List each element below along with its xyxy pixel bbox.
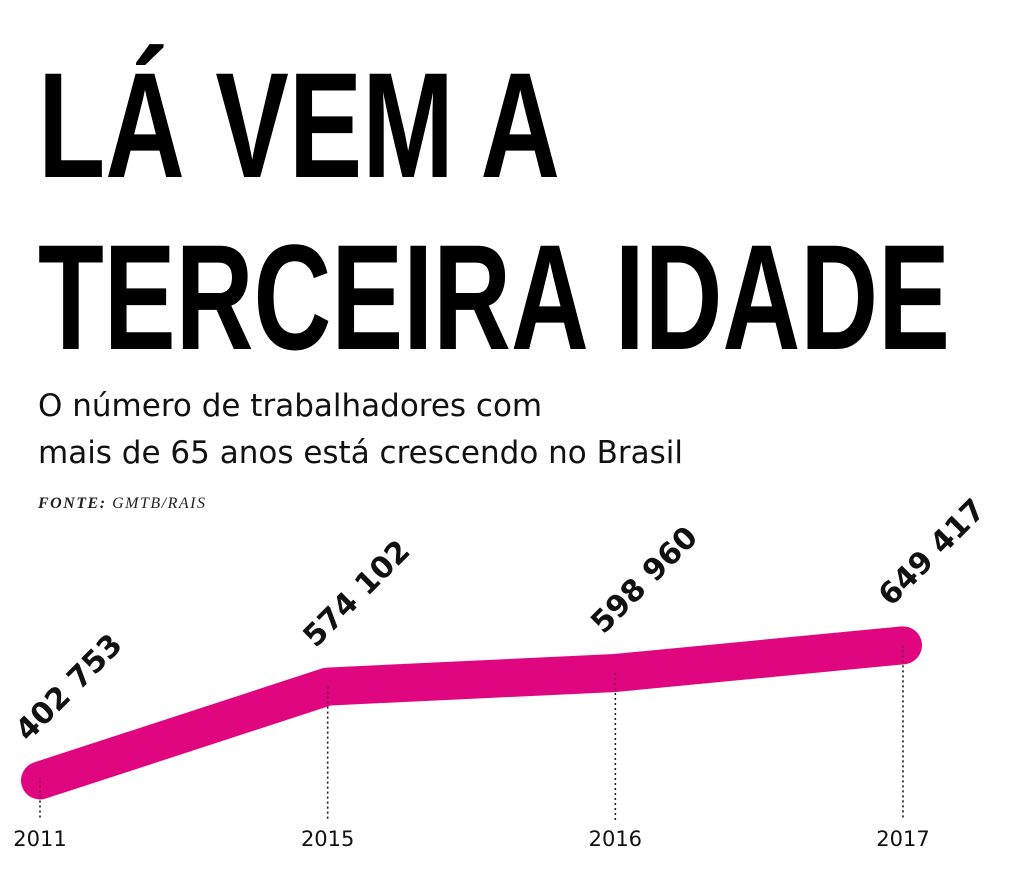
line [21,626,922,800]
subtitle: mais de 65 anos está crescendo no Brasil [38,435,683,471]
source-text: GMTB/RAIS [112,495,206,512]
source-label: FONTE: [37,495,107,512]
chart-title: TERCEIRA IDADE [38,213,950,381]
subtitle: O número de trabalhadores com [38,388,542,424]
value-label: 649 417 [872,492,993,613]
source: FONTE: GMTB/RAIS [37,495,206,512]
value-label: 598 960 [584,520,705,641]
value-label: 574 102 [297,534,418,655]
x-tick-label: 2011 [13,827,66,851]
x-tick-label: 2016 [589,827,642,851]
x-tick-label: 2017 [876,827,929,851]
chart-title: LÁ VEM A [38,41,560,209]
value-label: 402 753 [9,627,130,748]
x-tick-label: 2015 [301,827,354,851]
